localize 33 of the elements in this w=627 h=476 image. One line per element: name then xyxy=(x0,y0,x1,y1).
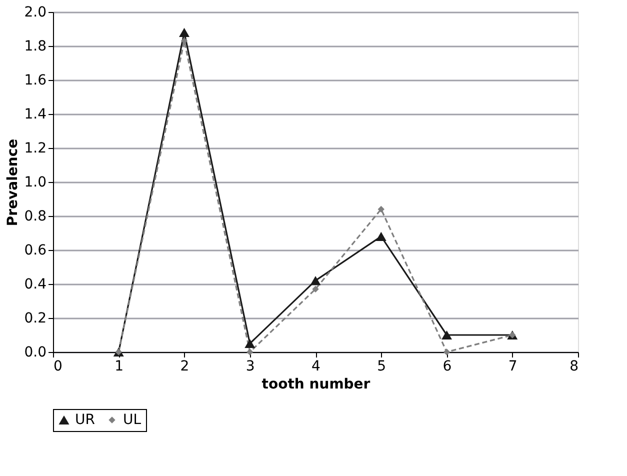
y-tick-label: 0.4 xyxy=(24,276,47,292)
y-tick-label: 1.4 xyxy=(24,106,47,122)
y-tick-label: 1.0 xyxy=(24,174,46,190)
x-tick-label: 0 xyxy=(54,358,62,374)
y-tick-label: 1.8 xyxy=(24,38,46,54)
x-tick-label: 2 xyxy=(180,358,190,374)
point xyxy=(312,286,319,292)
point xyxy=(179,28,190,37)
y-tick-label: 0.2 xyxy=(24,310,46,326)
y-tick-label: 0.8 xyxy=(24,208,46,224)
x-tick-label: 8 xyxy=(570,358,578,374)
point xyxy=(244,338,256,348)
x-axis-title: tooth number xyxy=(262,376,370,392)
point xyxy=(246,348,254,356)
x-tick-label: 5 xyxy=(377,358,386,374)
point xyxy=(310,276,321,286)
y-tick-label: 2.0 xyxy=(24,4,46,20)
x-tick-label: 1 xyxy=(114,358,124,374)
legend-label: UR xyxy=(75,412,96,428)
y-tick-label: 1.2 xyxy=(24,140,46,156)
point xyxy=(378,206,384,213)
x-tick-label: 7 xyxy=(508,358,518,374)
point xyxy=(443,348,450,356)
y-tick-label: 1.6 xyxy=(24,72,47,88)
x-tick-label: 6 xyxy=(442,358,452,374)
legend-label: UL xyxy=(123,412,142,428)
x-tick-label: 3 xyxy=(246,358,255,374)
y-tick-label: 0.0 xyxy=(24,344,46,360)
y-tick-label: 0.6 xyxy=(24,242,47,258)
x-tick-label: 4 xyxy=(312,358,321,374)
point xyxy=(376,232,386,241)
y-axis-title: Prevalence xyxy=(5,138,22,226)
point xyxy=(442,330,452,340)
